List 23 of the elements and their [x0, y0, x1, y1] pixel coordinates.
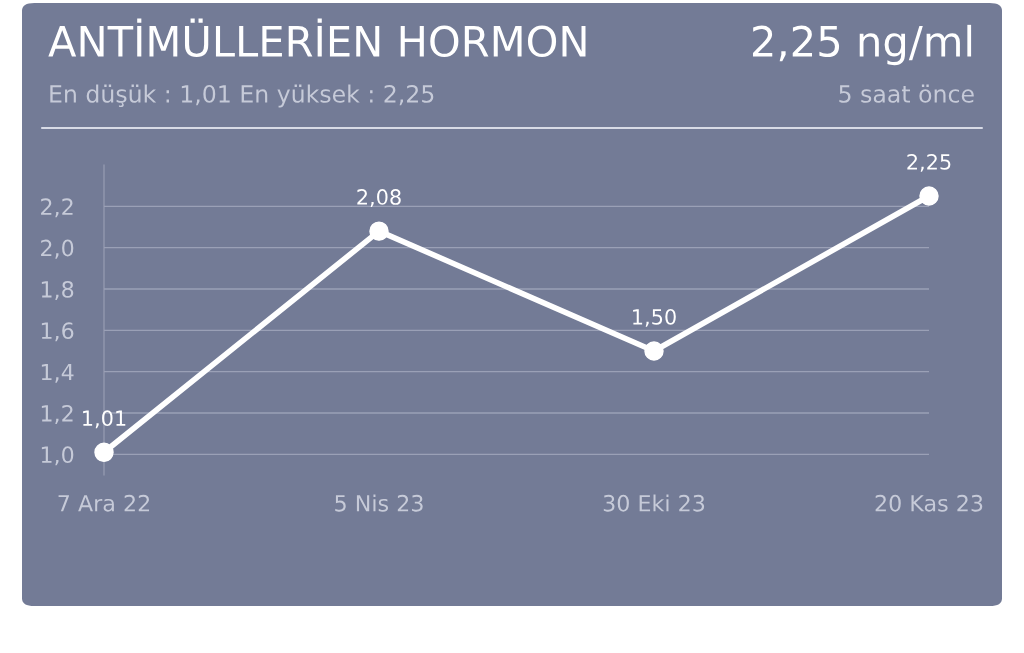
y-tick-label: 1,8	[41, 280, 74, 301]
y-tick-label: 1,4	[41, 363, 74, 383]
data-label: 2,08	[357, 189, 401, 207]
chart-subtitle: En düşük : 1,01 En yüksek : 2,25	[50, 84, 434, 108]
text: 5 saat önce	[839, 84, 974, 103]
x-tick-label: 7 Ara 22	[58, 494, 150, 512]
x-tick-label: 5 Nis 23	[335, 494, 423, 512]
data-label: 1,50	[633, 308, 676, 327]
point	[369, 221, 389, 241]
data-label: 1,01	[83, 410, 126, 429]
text: 2,25 ng/ml	[752, 24, 972, 66]
x-tick-label: 30 Eki 23	[603, 494, 705, 512]
y-tick-label: 1,2	[41, 404, 73, 425]
y-tick-label: 2,0	[41, 239, 74, 259]
y-tick-label: 1,0	[41, 446, 74, 466]
y-tick-label: 1,6	[41, 322, 74, 342]
x-tick-label: 20 Kas 23	[875, 494, 983, 512]
y-tick-label: 2,2	[41, 198, 73, 218]
data-label: 2,25	[907, 153, 951, 172]
point	[94, 442, 114, 462]
point	[919, 186, 939, 206]
point	[644, 341, 664, 361]
chart-title: ANTİMÜLLERİEN HORMON	[48, 18, 586, 58]
